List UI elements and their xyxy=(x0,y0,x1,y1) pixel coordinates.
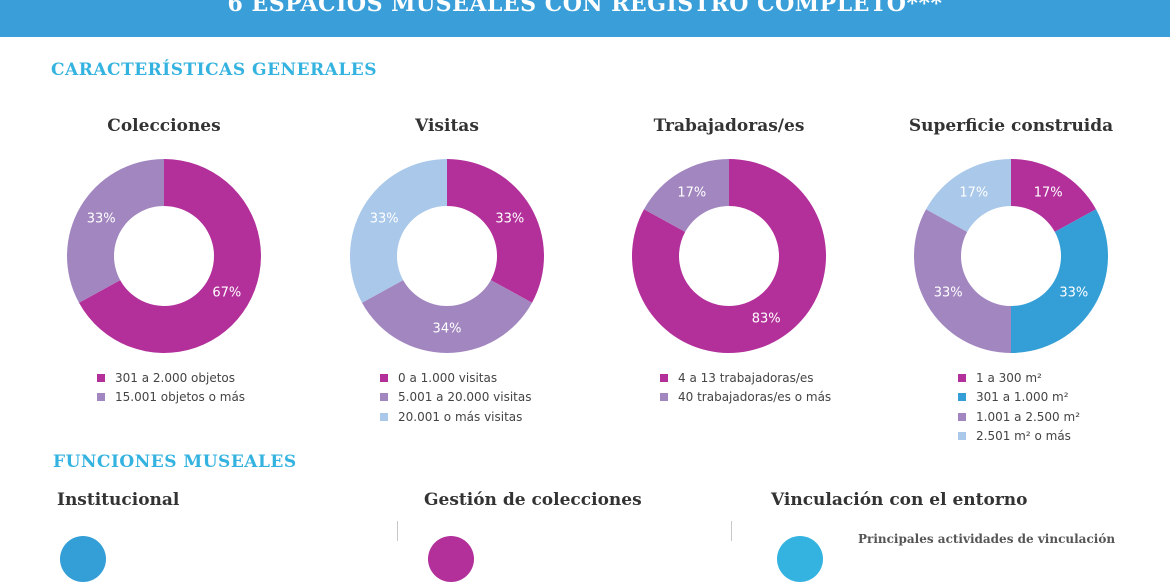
legend-item: 1.001 a 2.500 m² xyxy=(958,407,1080,427)
legend-label: 301 a 2.000 objetos xyxy=(115,370,236,385)
legend-item: 301 a 1.000 m² xyxy=(958,388,1080,408)
donut-slice-2-501-m-o-mas xyxy=(925,159,1011,232)
page-title: 6 ESPACIOS MUSEALES CON REGISTRO COMPLET… xyxy=(227,0,943,17)
legend-colecciones: 301 a 2.000 objetos 15.001 objetos o más xyxy=(97,368,245,407)
donut-slice-4-a-13-trabajadoras-es xyxy=(632,159,826,353)
legend-label: 4 a 13 trabajadoras/es xyxy=(678,370,814,385)
slice-value-label: 34% xyxy=(433,322,462,337)
function-title-institutional: Institucional xyxy=(57,490,180,510)
legend-item: 5.001 a 20.000 visitas xyxy=(380,388,531,408)
donut-slice-20-001-o-mas-visitas xyxy=(350,159,447,303)
legend-item: 0 a 1.000 visitas xyxy=(380,368,531,388)
legend-swatch xyxy=(380,412,388,421)
legend-swatch xyxy=(958,412,966,421)
legend-trabajadoras: 4 a 13 trabajadoras/es 40 trabajadoras/es… xyxy=(660,368,831,407)
slice-value-label: 17% xyxy=(677,186,706,201)
column-divider xyxy=(397,521,398,541)
donut-slice-1-a-300-m xyxy=(1011,159,1097,232)
donut-slice-301-a-2-000-objetos xyxy=(78,159,262,353)
donut-slice-301-a-1-000-m xyxy=(1011,209,1108,353)
legend-swatch xyxy=(97,393,105,402)
legend-item: 2.501 m² o más xyxy=(958,427,1080,447)
legend-swatch xyxy=(958,393,966,402)
legend-swatch xyxy=(660,373,668,382)
legend-swatch xyxy=(958,373,966,382)
slice-value-label: 33% xyxy=(934,286,963,301)
chart-title-trabajadoras: Trabajadoras/es xyxy=(653,116,805,136)
legend-item: 40 trabajadoras/es o más xyxy=(660,388,831,408)
slice-value-label: 33% xyxy=(87,211,116,226)
chart-visitas: Visitas 33% 34% 33% 0 a 1.000 visitas 5.001… xyxy=(332,112,562,452)
chart-title-superficie: Superficie construida xyxy=(908,116,1114,136)
legend-item: 20.001 o más visitas xyxy=(380,407,531,427)
legend-item: 1 a 300 m² xyxy=(958,368,1080,388)
function-title-community: Vinculación con el entorno xyxy=(771,490,1028,510)
legend-item: 301 a 2.000 objetos xyxy=(97,368,245,388)
donut-trabajadoras: 83% 17% xyxy=(632,159,826,353)
legend-visitas: 0 a 1.000 visitas 5.001 a 20.000 visitas 2… xyxy=(380,368,531,427)
legend-label: 20.001 o más visitas xyxy=(398,409,523,424)
legend-swatch xyxy=(660,393,668,402)
donut-slice-5-001-a-20-000-visitas xyxy=(361,280,533,353)
slice-value-label: 83% xyxy=(752,311,781,326)
donut-slice-1-001-a-2-500-m xyxy=(914,209,1011,353)
donut-colecciones: 67% 33% xyxy=(67,159,262,353)
slice-value-label: 17% xyxy=(959,186,988,201)
chart-superficie: Superficie construida 17% 33% 33% 17% 1 a 3… xyxy=(896,112,1126,452)
community-icon xyxy=(777,536,823,582)
donut-slice-0-a-1-000-visitas xyxy=(447,159,544,303)
donut-visitas: 33% 34% 33% xyxy=(350,159,544,353)
legend-label: 2.501 m² o más xyxy=(976,429,1071,444)
institutional-icon xyxy=(60,536,106,582)
legend-label: 40 trabajadoras/es o más xyxy=(678,390,832,405)
community-activities-text: Principales actividades de vinculación xyxy=(858,532,1116,546)
slice-value-label: 33% xyxy=(1059,286,1088,301)
header-banner: 6 ESPACIOS MUSEALES CON REGISTRO COMPLET… xyxy=(0,0,1170,37)
collections-icon xyxy=(428,536,474,582)
section-title-general: CARACTERÍSTICAS GENERALES xyxy=(51,60,378,80)
legend-swatch xyxy=(380,393,388,402)
donut-superficie: 17% 33% 33% 17% xyxy=(914,159,1108,353)
donut-slice-40-trabajadoras-es-o-mas xyxy=(643,159,729,232)
legend-label: 0 a 1.000 visitas xyxy=(398,370,498,385)
donut-slice-15-001-objetos-o-mas xyxy=(67,159,164,303)
legend-label: 5.001 a 20.000 visitas xyxy=(398,390,532,405)
function-title-collections: Gestión de colecciones xyxy=(424,490,642,510)
section-title-functions: FUNCIONES MUSEALES xyxy=(53,452,297,472)
chart-colecciones: Colecciones 67% 33% 301 a 2.000 objetos 15… xyxy=(49,112,279,452)
legend-label: 301 a 1.000 m² xyxy=(976,390,1069,405)
legend-item: 4 a 13 trabajadoras/es xyxy=(660,368,831,388)
legend-superficie: 1 a 300 m² 301 a 1.000 m² 1.001 a 2.500 m²… xyxy=(958,368,1080,446)
chart-title-colecciones: Colecciones xyxy=(107,116,221,136)
slice-value-label: 33% xyxy=(370,211,399,226)
slice-value-label: 67% xyxy=(212,286,241,301)
legend-swatch xyxy=(380,373,388,382)
slice-value-label: 17% xyxy=(1034,186,1063,201)
slice-value-label: 33% xyxy=(495,211,524,226)
legend-label: 15.001 objetos o más xyxy=(115,390,246,405)
legend-item: 15.001 objetos o más xyxy=(97,388,245,408)
chart-title-visitas: Visitas xyxy=(415,116,479,136)
legend-swatch xyxy=(97,373,105,382)
legend-label: 1.001 a 2.500 m² xyxy=(976,409,1081,424)
legend-swatch xyxy=(958,432,966,441)
column-divider xyxy=(731,521,732,541)
legend-label: 1 a 300 m² xyxy=(976,370,1042,385)
chart-trabajadoras: Trabajadoras/es 83% 17% 4 a 13 trabajador… xyxy=(614,112,844,452)
